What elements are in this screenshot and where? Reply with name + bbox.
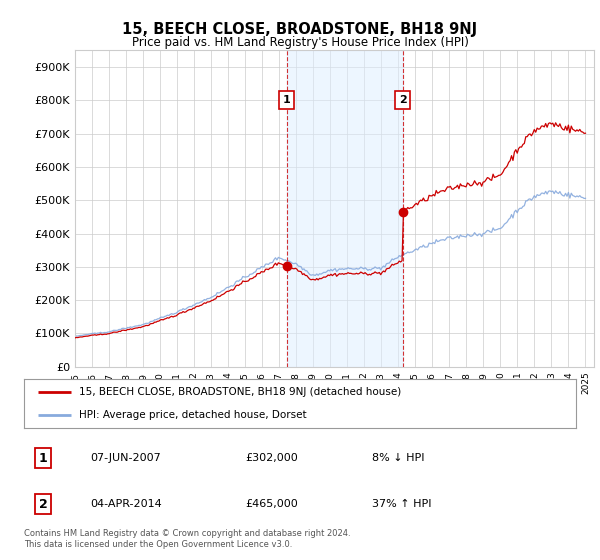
Text: Contains HM Land Registry data © Crown copyright and database right 2024.
This d: Contains HM Land Registry data © Crown c… [24, 529, 350, 549]
Text: 2: 2 [39, 497, 47, 511]
Text: £465,000: £465,000 [245, 499, 298, 509]
Text: 1: 1 [39, 451, 47, 465]
Bar [287, 50, 403, 367]
Text: £302,000: £302,000 [245, 453, 298, 463]
Text: 07-JUN-2007: 07-JUN-2007 [90, 453, 161, 463]
Text: HPI: Average price, detached house, Dorset: HPI: Average price, detached house, Dors… [79, 410, 307, 420]
Text: 37% ↑ HPI: 37% ↑ HPI [372, 499, 431, 509]
Text: 8% ↓ HPI: 8% ↓ HPI [372, 453, 424, 463]
Text: 2: 2 [399, 95, 407, 105]
Text: Price paid vs. HM Land Registry's House Price Index (HPI): Price paid vs. HM Land Registry's House … [131, 36, 469, 49]
Text: 15, BEECH CLOSE, BROADSTONE, BH18 9NJ: 15, BEECH CLOSE, BROADSTONE, BH18 9NJ [122, 22, 478, 38]
Text: 04-APR-2014: 04-APR-2014 [90, 499, 162, 509]
Text: 1: 1 [283, 95, 290, 105]
Text: 15, BEECH CLOSE, BROADSTONE, BH18 9NJ (detached house): 15, BEECH CLOSE, BROADSTONE, BH18 9NJ (d… [79, 388, 401, 398]
